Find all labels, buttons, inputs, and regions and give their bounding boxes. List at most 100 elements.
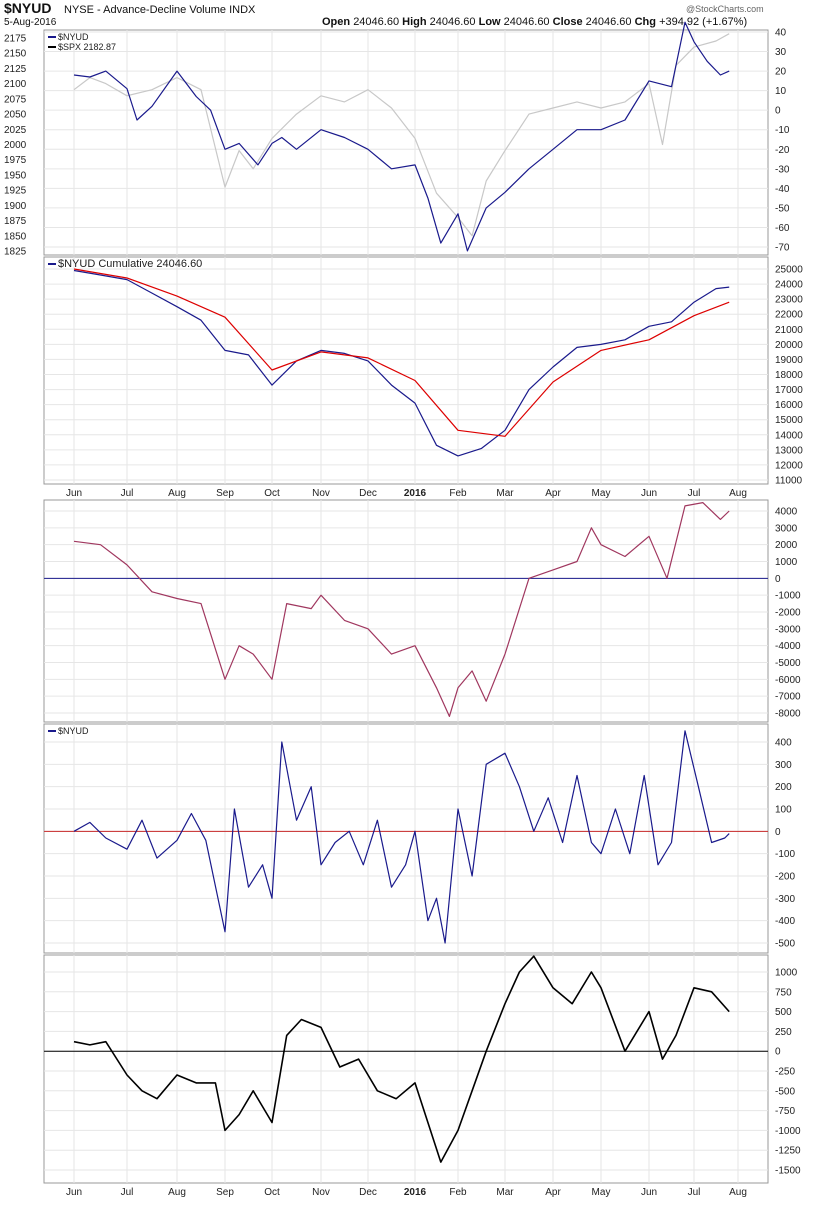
series-line: [73, 502, 730, 718]
right-tick-label: -30: [775, 164, 790, 175]
right-tick-label: 20000: [775, 340, 803, 351]
month-label: Jul: [688, 1187, 701, 1198]
right-tick-label: 100: [775, 805, 792, 816]
month-label: Sep: [216, 488, 234, 499]
description: NYSE - Advance-Decline Volume INDX: [64, 4, 256, 16]
left-tick-label: 2025: [4, 125, 27, 136]
right-tick-label: -1500: [775, 1166, 801, 1177]
panel-frame: [43, 256, 769, 485]
date: 5-Aug-2016: [4, 17, 57, 28]
month-label: Aug: [729, 1187, 747, 1198]
right-tick-label: 24000: [775, 280, 803, 291]
right-tick-label: -40: [775, 184, 790, 195]
month-label: Nov: [312, 488, 330, 499]
right-tick-label: -60: [775, 223, 790, 234]
panel-1: 40 30 20 10 0 -10 -20 -30 -40 -50 -60 -70 2175 2150 21…: [4, 21, 790, 258]
month-label: Jul: [121, 1187, 134, 1198]
series-line: [73, 268, 730, 437]
right-tick-label: -750: [775, 1106, 795, 1117]
left-tick-label: 2000: [4, 140, 27, 151]
left-tick-label: 2175: [4, 34, 27, 45]
right-tick-label: 2000: [775, 540, 798, 551]
right-tick-label: 1000: [775, 557, 798, 568]
right-tick-label: -250: [775, 1067, 795, 1078]
left-tick-label: 1975: [4, 155, 27, 166]
right-tick-label: -400: [775, 916, 795, 927]
right-tick-label: 3000: [775, 523, 798, 534]
right-tick-label: 18000: [775, 370, 803, 381]
right-tick-label: -100: [775, 849, 795, 860]
right-tick-label: -7000: [775, 692, 801, 703]
right-tick-label: 0: [775, 827, 781, 838]
right-tick-label: 17000: [775, 385, 803, 396]
legend-entry: $NYUD: [58, 726, 89, 736]
legend-entry: $SPX 2182.87: [58, 42, 116, 52]
month-label: Apr: [545, 488, 561, 499]
right-tick-label: -300: [775, 894, 795, 905]
left-tick-label: 2125: [4, 64, 27, 75]
left-tick-label: 1950: [4, 170, 27, 181]
right-tick-label: 13000: [775, 445, 803, 456]
right-tick-label: 14000: [775, 430, 803, 441]
panel-2: 25000 24000 23000 22000 21000 20000 19000 18000…: [43, 256, 803, 499]
right-tick-label: 0: [775, 574, 781, 585]
right-tick-label: 16000: [775, 400, 803, 411]
right-tick-label: 30: [775, 47, 787, 58]
month-label: Feb: [449, 488, 467, 499]
left-tick-label: 2075: [4, 94, 27, 105]
right-tick-label: -500: [775, 1086, 795, 1097]
right-tick-label: 25000: [775, 265, 803, 276]
month-label: Jun: [641, 488, 657, 499]
right-tick-label: 15000: [775, 415, 803, 426]
right-tick-label: -8000: [775, 709, 801, 720]
right-tick-label: 750: [775, 987, 792, 998]
month-label: May: [592, 1187, 611, 1198]
right-tick-label: -1250: [775, 1146, 801, 1157]
right-tick-label: 21000: [775, 325, 803, 336]
ohlc-line: Open 24046.60 High 24046.60 Low 24046.60…: [322, 16, 747, 28]
right-tick-label: 0: [775, 106, 781, 117]
watermark: @StockCharts.com: [686, 4, 764, 14]
right-tick-label: 40: [775, 28, 787, 39]
panel-3: 4000 3000 2000 1000 0 -1000 -2000 -3000 -4000 -50…: [43, 499, 801, 723]
month-label: Feb: [449, 1187, 467, 1198]
right-tick-label: 23000: [775, 295, 803, 306]
panel-5: 1000 750 500 250 0 -250 -500 -750 -1000 -1250 -150…: [43, 954, 801, 1198]
right-tick-label: 300: [775, 760, 792, 771]
right-tick-label: -10: [775, 125, 790, 136]
panel-frame: [43, 499, 769, 723]
right-tick-label: 10: [775, 86, 787, 97]
legend-entry: $NYUD: [58, 32, 89, 42]
left-tick-label: 2100: [4, 79, 27, 90]
left-tick-label: 2050: [4, 110, 27, 121]
right-tick-label: -5000: [775, 658, 801, 669]
right-tick-label: 11000: [775, 476, 803, 487]
month-label: 2016: [404, 1187, 427, 1198]
panel-frame: [43, 723, 769, 954]
right-tick-label: -3000: [775, 624, 801, 635]
symbol: $NYUD: [4, 0, 51, 16]
month-label: Oct: [264, 488, 280, 499]
panel-4: 400 300 200 100 0 -100 -200 -300 -400 -500 $NYUD: [43, 723, 795, 954]
left-tick-label: 1875: [4, 216, 27, 227]
right-tick-label: -1000: [775, 591, 801, 602]
right-tick-label: -2000: [775, 608, 801, 619]
series-line: [73, 269, 730, 457]
month-label: Mar: [496, 488, 514, 499]
series-line: [73, 955, 730, 1163]
month-label: Jul: [121, 488, 134, 499]
panel-frame: [43, 29, 769, 256]
right-tick-label: 4000: [775, 507, 798, 518]
month-label: Sep: [216, 1187, 234, 1198]
panel-frame: [43, 954, 769, 1184]
left-tick-label: 1925: [4, 186, 27, 197]
month-label: Aug: [168, 488, 186, 499]
month-label: 2016: [404, 488, 427, 499]
right-tick-label: 250: [775, 1027, 792, 1038]
right-tick-label: -200: [775, 872, 795, 883]
right-tick-label: 20: [775, 67, 787, 78]
right-tick-label: 500: [775, 1007, 792, 1018]
right-tick-label: -70: [775, 243, 790, 254]
